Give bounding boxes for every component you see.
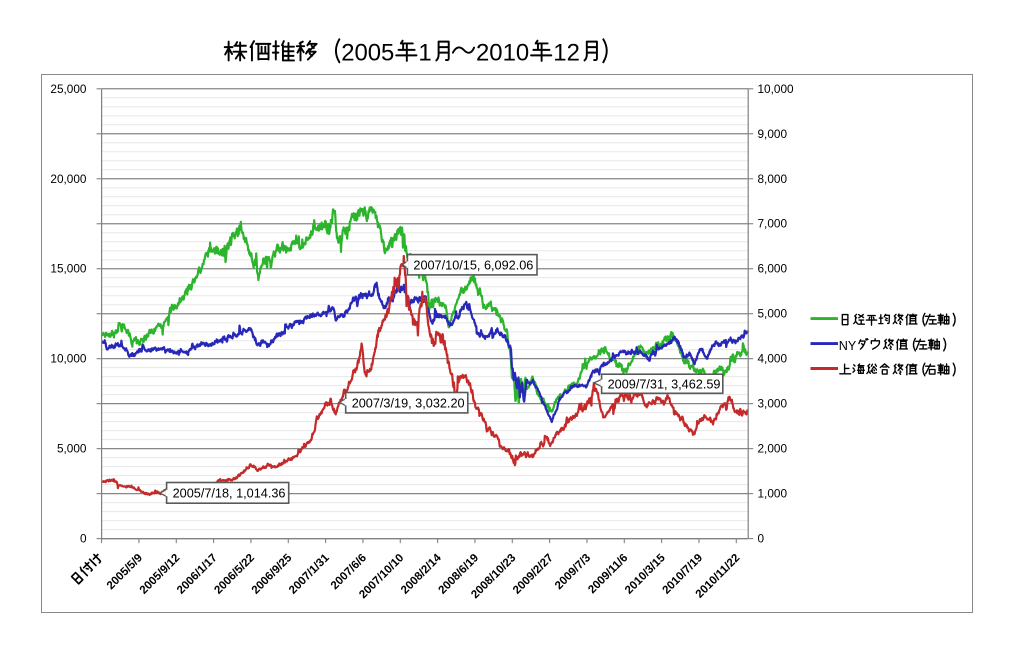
svg-text:15,000: 15,000 [50,262,87,276]
svg-text:6,000: 6,000 [758,262,788,276]
svg-text:10,000: 10,000 [50,352,87,366]
svg-text:4,000: 4,000 [758,352,788,366]
svg-text:8,000: 8,000 [758,172,788,186]
svg-text:2010: 2010 [476,40,529,67]
svg-text:10,000: 10,000 [758,82,795,96]
svg-text:20,000: 20,000 [50,172,87,186]
svg-text:2005: 2005 [341,40,394,67]
svg-text:1: 1 [418,40,431,67]
svg-text:NY: NY [839,339,857,353]
svg-text:2009/7/31, 3,462.59: 2009/7/31, 3,462.59 [608,377,721,391]
svg-text:0: 0 [758,532,765,546]
svg-text:3,000: 3,000 [758,397,788,411]
svg-text:2,000: 2,000 [758,442,788,456]
svg-text:7,000: 7,000 [758,217,788,231]
svg-text:0: 0 [80,532,87,546]
svg-text:12: 12 [553,40,580,67]
svg-text:1,000: 1,000 [758,487,788,501]
svg-text:5,000: 5,000 [57,442,87,456]
svg-text:9,000: 9,000 [758,127,788,141]
svg-text:2007/10/15, 6,092.06: 2007/10/15, 6,092.06 [413,258,533,272]
svg-text:5,000: 5,000 [758,307,788,321]
svg-text:2005/7/18, 1,014.36: 2005/7/18, 1,014.36 [173,487,286,501]
svg-text:25,000: 25,000 [50,82,87,96]
svg-text:2007/3/19, 3,032.20: 2007/3/19, 3,032.20 [352,396,465,410]
